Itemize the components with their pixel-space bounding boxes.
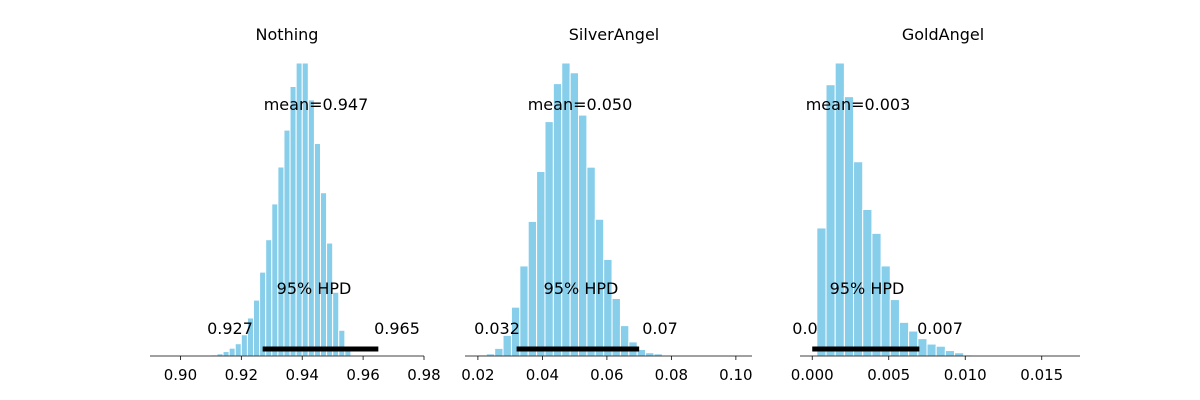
x-tick-label: 0.000 <box>791 366 834 384</box>
histogram-bar <box>228 347 236 357</box>
x-tick-label: 0.94 <box>286 366 319 384</box>
x-axis-ticks: 0.90 0.92 0.94 0.96 0.98 <box>164 356 441 384</box>
x-tick-label: 0.02 <box>461 366 494 384</box>
x-tick-label: 0.98 <box>407 366 440 384</box>
x-tick-label: 0.08 <box>655 366 688 384</box>
x-tick-label: 0.90 <box>164 366 197 384</box>
histogram-bar <box>603 258 613 357</box>
panel-title: SilverAngel <box>569 25 659 44</box>
histogram-bar <box>843 96 855 357</box>
x-tick-label: 0.015 <box>1020 366 1063 384</box>
histogram-bar <box>253 299 261 357</box>
histogram-bar <box>645 352 655 357</box>
histogram-bar <box>569 72 580 357</box>
panel-nothing: Nothing 0.90 0.92 0.94 0.96 0.98 mean=0.947 … <box>150 25 441 384</box>
histogram-bar <box>332 291 340 357</box>
histogram-bar <box>519 265 529 357</box>
hpd-label: 95% HPD <box>830 279 905 298</box>
histogram-bar <box>926 343 937 357</box>
histogram-bar <box>544 121 554 357</box>
hpd-label: 95% HPD <box>277 279 352 298</box>
x-tick-label: 0.005 <box>867 366 910 384</box>
mean-label: mean=0.947 <box>264 95 369 114</box>
x-tick-label: 0.04 <box>526 366 559 384</box>
hpd-low-label: 0.032 <box>474 319 520 338</box>
x-axis-ticks: 0.02 0.04 0.06 0.08 0.10 <box>461 356 753 384</box>
histogram-bar <box>586 166 596 357</box>
histogram-bar <box>307 99 315 357</box>
hpd-high-label: 0.07 <box>642 319 678 338</box>
x-axis-ticks: 0.000 0.005 0.010 0.015 <box>791 356 1063 384</box>
histogram-bar <box>234 343 242 357</box>
histogram-bars <box>210 62 352 357</box>
histogram-bar <box>816 227 827 357</box>
histogram-bar <box>935 345 946 357</box>
hpd-high-label: 0.007 <box>917 319 963 338</box>
histogram-bar <box>283 129 291 357</box>
histogram-bar <box>502 334 512 357</box>
histogram-bar <box>944 350 956 357</box>
panel-silverangel: SilverAngel 0.02 0.04 0.06 0.08 0.10 mean=0.… <box>461 25 752 384</box>
panel-goldangel: GoldAngel 0.000 0.005 0.010 0.015 mean=0.00… <box>791 25 1080 384</box>
x-tick-label: 0.010 <box>944 366 987 384</box>
histogram-bar <box>536 171 546 357</box>
histogram-bar <box>338 329 346 357</box>
hpd-high-label: 0.965 <box>374 319 420 338</box>
x-tick-label: 0.92 <box>225 366 258 384</box>
histogram-bars <box>816 62 974 357</box>
histogram-bar <box>222 351 230 357</box>
histogram-bar <box>277 166 285 357</box>
mean-label: mean=0.050 <box>528 95 633 114</box>
hpd-low-label: 0.0 <box>792 319 817 338</box>
hpd-label: 95% HPD <box>544 279 619 298</box>
histogram-bar <box>527 220 538 357</box>
histogram-bar <box>825 84 836 357</box>
x-tick-label: 0.06 <box>590 366 623 384</box>
histogram-bar <box>853 161 864 357</box>
x-tick-label: 0.10 <box>719 366 752 384</box>
panel-title: GoldAngel <box>902 25 984 44</box>
histogram-bar <box>289 85 297 357</box>
histogram-bar <box>494 347 504 357</box>
histogram-bar <box>313 143 321 357</box>
histogram-bar <box>326 242 334 357</box>
hpd-low-label: 0.927 <box>207 319 253 338</box>
x-tick-label: 0.96 <box>346 366 379 384</box>
histogram-bar <box>552 83 563 357</box>
histogram-bar <box>265 239 273 357</box>
histogram-bar <box>954 352 965 357</box>
histogram-bar <box>319 192 328 357</box>
histogram-bar <box>259 271 267 357</box>
histogram-bar <box>578 114 588 357</box>
panel-title: Nothing <box>256 25 319 44</box>
mean-label: mean=0.003 <box>806 95 911 114</box>
